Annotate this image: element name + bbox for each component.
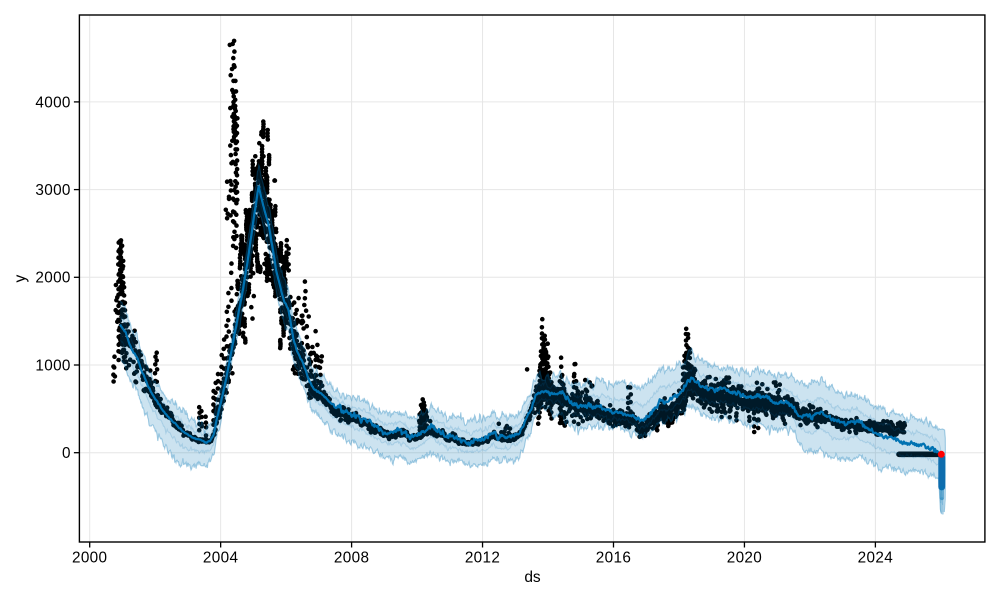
svg-text:1000: 1000 bbox=[35, 357, 70, 374]
svg-text:2008: 2008 bbox=[334, 549, 369, 566]
svg-text:4000: 4000 bbox=[35, 94, 70, 111]
svg-text:2000: 2000 bbox=[35, 270, 70, 287]
svg-text:2016: 2016 bbox=[596, 549, 631, 566]
svg-text:2024: 2024 bbox=[858, 549, 894, 566]
svg-text:ds: ds bbox=[524, 569, 541, 586]
svg-text:y: y bbox=[12, 274, 29, 282]
svg-text:2000: 2000 bbox=[72, 549, 107, 566]
svg-text:2012: 2012 bbox=[465, 549, 500, 566]
svg-text:3000: 3000 bbox=[35, 182, 70, 199]
svg-text:2020: 2020 bbox=[727, 549, 762, 566]
svg-text:0: 0 bbox=[62, 445, 71, 462]
svg-text:2004: 2004 bbox=[203, 549, 239, 566]
